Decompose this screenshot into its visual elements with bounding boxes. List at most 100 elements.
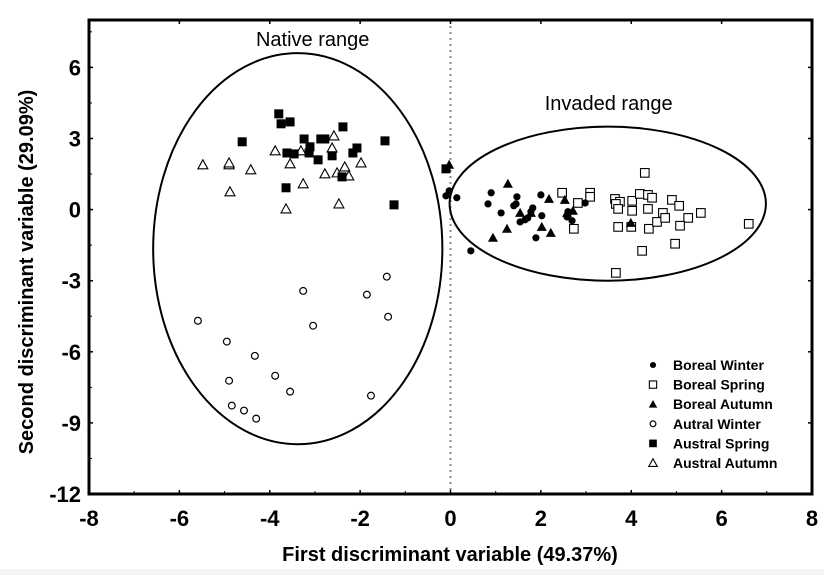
data-point [532,234,540,242]
data-point [674,200,684,211]
data-point [280,202,292,214]
data-point [525,207,536,217]
y-tick-label: -9 [61,411,81,436]
data-point [284,157,297,169]
data-point [285,117,295,127]
tick-layer: -8 -6 -4 -2 0 2 4 6 8 6 3 0 -3 -6 -9 -12 [49,20,818,531]
x-axis-title: First discriminant variable (49.37%) [282,544,618,566]
data-point [627,205,638,216]
data-point [441,164,451,174]
data-point [299,134,309,144]
data-point [355,156,367,168]
data-point [239,406,248,415]
legend-label: Boreal Autumn [673,396,773,412]
data-point [327,129,340,141]
series-boreal-spring [557,168,754,278]
data-point [227,401,236,410]
data-point [348,148,358,158]
data-point [637,245,647,256]
data-point [309,321,318,330]
data-point [338,122,348,132]
data-point [512,200,520,208]
legend-label: Austral Spring [673,435,769,451]
data-point [667,195,677,205]
annotation-invaded-range: Invaded range [545,93,673,115]
legend-marker [649,420,657,428]
data-point [362,290,371,299]
legend-item-boreal-winter: Boreal Winter [649,357,764,373]
data-point [252,414,261,423]
y-axis-title: Second discriminant variable (29.09%) [16,90,38,455]
x-tick-label: 6 [716,506,728,531]
data-point [544,193,555,203]
series-boreal-autumn [444,159,636,242]
x-tick-label: 4 [625,506,638,531]
data-point [501,223,512,233]
data-point [660,213,670,223]
data-point [613,204,623,214]
data-point [647,192,657,203]
data-point [196,158,209,170]
data-point [445,187,453,195]
legend-marker [648,399,658,408]
data-point [281,183,291,193]
bottom-strip [0,569,824,575]
data-point [237,137,247,147]
data-point [271,371,280,380]
data-point [743,218,754,229]
data-point [222,337,231,346]
data-point [557,187,567,198]
legend-item-boreal-autumn: Boreal Autumn [648,396,773,412]
y-tick-label: 3 [69,127,81,152]
data-point [299,286,308,295]
data-point [625,217,636,227]
series-autral-winter [193,272,393,423]
data-point [634,189,645,199]
x-tick-label: -4 [260,506,280,531]
y-tick-label: -6 [61,340,81,365]
data-point [487,189,495,197]
data-point [318,167,331,179]
y-tick-label: 6 [69,55,81,80]
data-point [683,213,694,223]
data-point [613,222,623,232]
data-point [467,247,475,255]
data-point [568,217,576,225]
series-austral-autumn [196,129,367,214]
data-point [536,221,547,231]
y-tick-label: -12 [49,482,81,507]
data-point [513,193,521,201]
data-point [224,185,236,197]
data-point [389,200,399,210]
legend-marker [649,439,657,448]
data-point [225,376,234,385]
legend-item-autral-winter: Autral Winter [649,416,761,432]
data-point [352,143,362,153]
x-tick-label: -8 [79,506,99,531]
data-point [366,391,375,400]
series-austral-spring [237,109,451,210]
legend-label: Autral Winter [673,416,761,432]
legend: Boreal Winter Boreal Spring Boreal Autumn A… [647,357,777,471]
y-tick-label: 0 [69,198,81,223]
data-point [276,119,286,129]
data-point [332,197,345,209]
legend-marker [647,457,659,467]
data-point [537,191,545,199]
data-point [304,148,314,158]
data-point [380,136,390,146]
x-tick-label: 8 [806,506,818,531]
data-point [675,220,685,231]
legend-label: Boreal Spring [673,377,765,393]
point-layer [193,109,754,423]
data-point [384,312,393,321]
x-tick-label: 0 [444,506,456,531]
y-tick-label: -3 [61,269,81,294]
data-point [643,204,653,214]
data-point [269,144,282,156]
data-point [313,155,323,165]
data-point [289,149,299,159]
data-point [337,172,347,182]
legend-item-austral-autumn: Austral Autumn [647,455,777,471]
